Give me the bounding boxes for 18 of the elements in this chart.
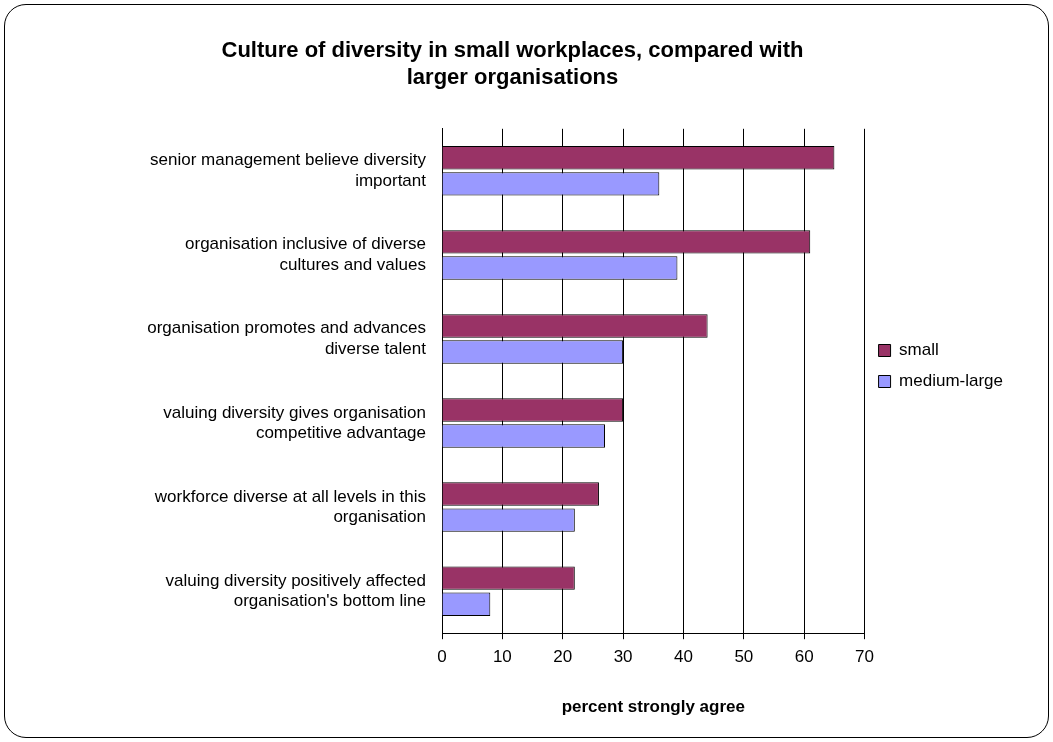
- x-tick-label: 0: [437, 647, 447, 667]
- legend-label: medium-large: [899, 371, 1004, 391]
- x-tick-label: 20: [553, 647, 573, 667]
- y-tick-label: valuing diversity gives organisation competitive advantage: [163, 402, 426, 442]
- y-tick-label: workforce diverse at all levels in this organisation: [153, 486, 426, 526]
- x-tick-label: 70: [855, 647, 875, 667]
- y-tick-label: valuing diversity positively affected organisation's bottom line: [165, 570, 426, 611]
- y-tick-label: organisation inclusive of diverse cultures and values: [185, 234, 426, 274]
- legend-label: small: [899, 340, 939, 360]
- y-tick-label: senior management believe diversity important: [150, 150, 427, 190]
- x-tick-label: 40: [674, 647, 693, 667]
- chart-title: Culture of diversity in small workplaces, compared with larger organisations: [221, 37, 804, 89]
- x-tick-label: 60: [794, 647, 814, 667]
- x-tick-label: 30: [613, 647, 633, 667]
- x-tick-label: 10: [492, 647, 512, 667]
- x-axis-title: percent strongly agree: [561, 697, 745, 717]
- x-tick-label: 50: [734, 647, 754, 667]
- y-tick-label: organisation promotes and advances diverse talent: [147, 318, 427, 358]
